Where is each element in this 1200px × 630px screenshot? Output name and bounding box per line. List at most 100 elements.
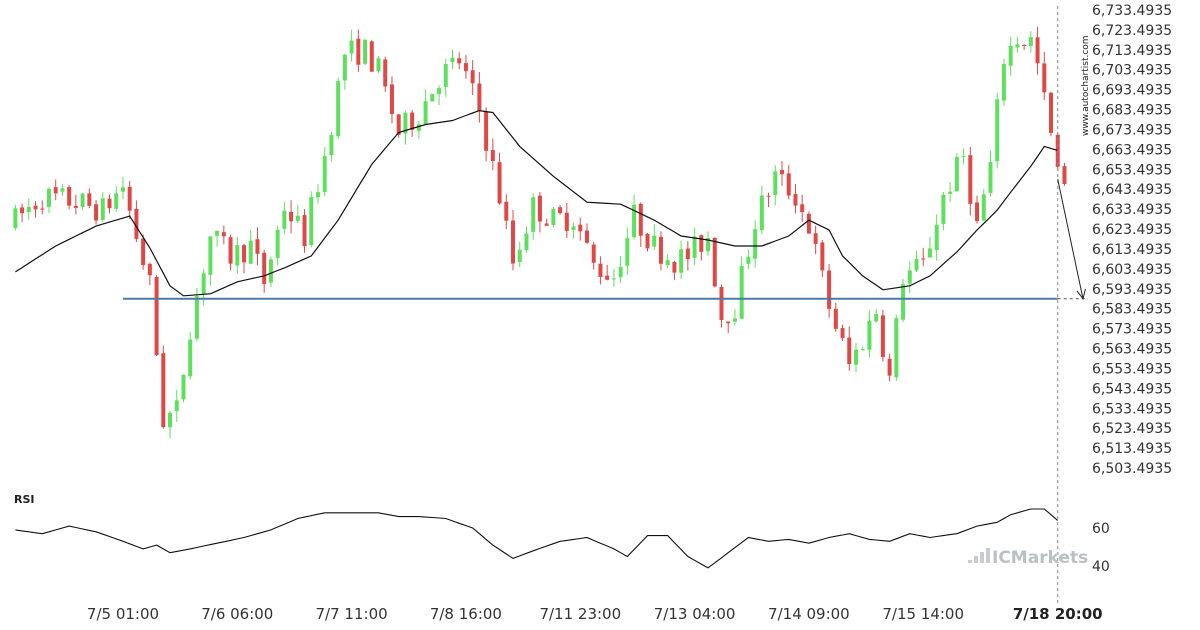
candle bbox=[995, 92, 1000, 169]
candle bbox=[941, 192, 946, 231]
candle bbox=[887, 353, 892, 382]
candle-body bbox=[766, 195, 771, 197]
candle bbox=[800, 194, 805, 222]
candle bbox=[591, 241, 596, 270]
candle bbox=[215, 230, 220, 247]
candle-body bbox=[221, 232, 226, 237]
candle bbox=[981, 189, 986, 221]
candle-body bbox=[511, 220, 516, 264]
candle-body bbox=[853, 349, 858, 365]
candle-body bbox=[33, 205, 38, 210]
candle-body bbox=[26, 206, 31, 213]
x-tick-label: 7/18 20:00 bbox=[1013, 605, 1103, 623]
candle bbox=[954, 153, 959, 192]
y-tick-label: 6,723.4935 bbox=[1092, 23, 1172, 39]
candle bbox=[531, 193, 536, 241]
candle bbox=[934, 214, 939, 261]
candle-body bbox=[1042, 63, 1047, 93]
candlestick-series bbox=[13, 26, 1067, 439]
y-tick-label: 6,673.4935 bbox=[1092, 123, 1172, 139]
candle-body bbox=[719, 286, 724, 321]
candle-body bbox=[1035, 37, 1040, 64]
candle bbox=[968, 146, 973, 216]
candle-body bbox=[376, 58, 381, 72]
candle-body bbox=[988, 162, 993, 193]
candle bbox=[450, 49, 455, 70]
candle bbox=[396, 113, 401, 138]
y-tick-label: 6,583.4935 bbox=[1092, 302, 1172, 318]
candle-body bbox=[914, 258, 919, 271]
price-panel: 6,733.4935 6,723.4935 6,713.4935 6,703.4935… bbox=[13, 3, 1172, 604]
candle bbox=[1015, 36, 1020, 53]
candle bbox=[571, 222, 576, 239]
candle-body bbox=[524, 233, 529, 251]
candle-body bbox=[235, 245, 240, 266]
candle bbox=[430, 93, 435, 102]
candle bbox=[248, 230, 253, 265]
candle bbox=[685, 241, 690, 271]
candle-body bbox=[625, 238, 630, 266]
candle-body bbox=[73, 205, 78, 208]
x-tick-label: 7/5 01:00 bbox=[87, 605, 159, 623]
candle-body bbox=[544, 223, 549, 226]
candle bbox=[73, 194, 78, 215]
candle bbox=[87, 188, 92, 209]
rsi-axis: 60 40 bbox=[1092, 521, 1110, 575]
candle-body bbox=[921, 258, 926, 260]
candle-body bbox=[53, 187, 58, 194]
candle bbox=[692, 227, 697, 266]
candle bbox=[20, 203, 25, 223]
candle bbox=[369, 40, 374, 72]
candle bbox=[107, 194, 112, 214]
candle-body bbox=[927, 248, 932, 258]
candle-body bbox=[188, 339, 193, 377]
candle bbox=[188, 332, 193, 380]
candle bbox=[511, 210, 516, 271]
candle-body bbox=[880, 315, 885, 358]
candle-body bbox=[181, 374, 186, 400]
candle bbox=[376, 56, 381, 73]
candle bbox=[739, 256, 744, 319]
candle-body bbox=[954, 157, 959, 192]
y-tick-label: 6,663.4935 bbox=[1092, 142, 1172, 158]
candle-body bbox=[793, 194, 798, 206]
candle bbox=[457, 52, 462, 70]
candle bbox=[524, 226, 529, 253]
candle-body bbox=[605, 275, 610, 280]
candle-body bbox=[692, 236, 697, 258]
candle bbox=[423, 89, 428, 125]
candle bbox=[302, 209, 307, 253]
candle-body bbox=[262, 252, 267, 285]
candle-body bbox=[598, 263, 603, 277]
x-tick-label: 7/13 04:00 bbox=[654, 605, 736, 623]
candle-body bbox=[80, 193, 85, 207]
candle bbox=[437, 85, 442, 106]
candle bbox=[1028, 31, 1033, 53]
candle bbox=[33, 201, 38, 218]
candle-body bbox=[712, 237, 717, 287]
candle bbox=[1062, 162, 1067, 186]
candle bbox=[625, 227, 630, 276]
candle bbox=[127, 180, 132, 219]
candle bbox=[558, 205, 563, 215]
candle-body bbox=[174, 400, 179, 412]
x-tick-label: 7/8 16:00 bbox=[430, 605, 502, 623]
candle-body bbox=[867, 320, 872, 350]
candle-body bbox=[699, 235, 704, 252]
candle-body bbox=[759, 195, 764, 231]
candle-body bbox=[786, 173, 791, 196]
x-tick-label: 7/15 14:00 bbox=[882, 605, 964, 623]
candle bbox=[1049, 92, 1054, 137]
candle-body bbox=[874, 313, 879, 322]
candle-body bbox=[497, 162, 502, 204]
candle-body bbox=[531, 197, 536, 232]
candle bbox=[161, 345, 166, 429]
candle bbox=[416, 121, 421, 139]
candle bbox=[988, 150, 993, 197]
candle-body bbox=[800, 204, 805, 213]
candle bbox=[894, 314, 899, 381]
candle bbox=[927, 236, 932, 258]
candle bbox=[60, 183, 65, 196]
candle bbox=[901, 278, 906, 323]
candle bbox=[181, 374, 186, 403]
